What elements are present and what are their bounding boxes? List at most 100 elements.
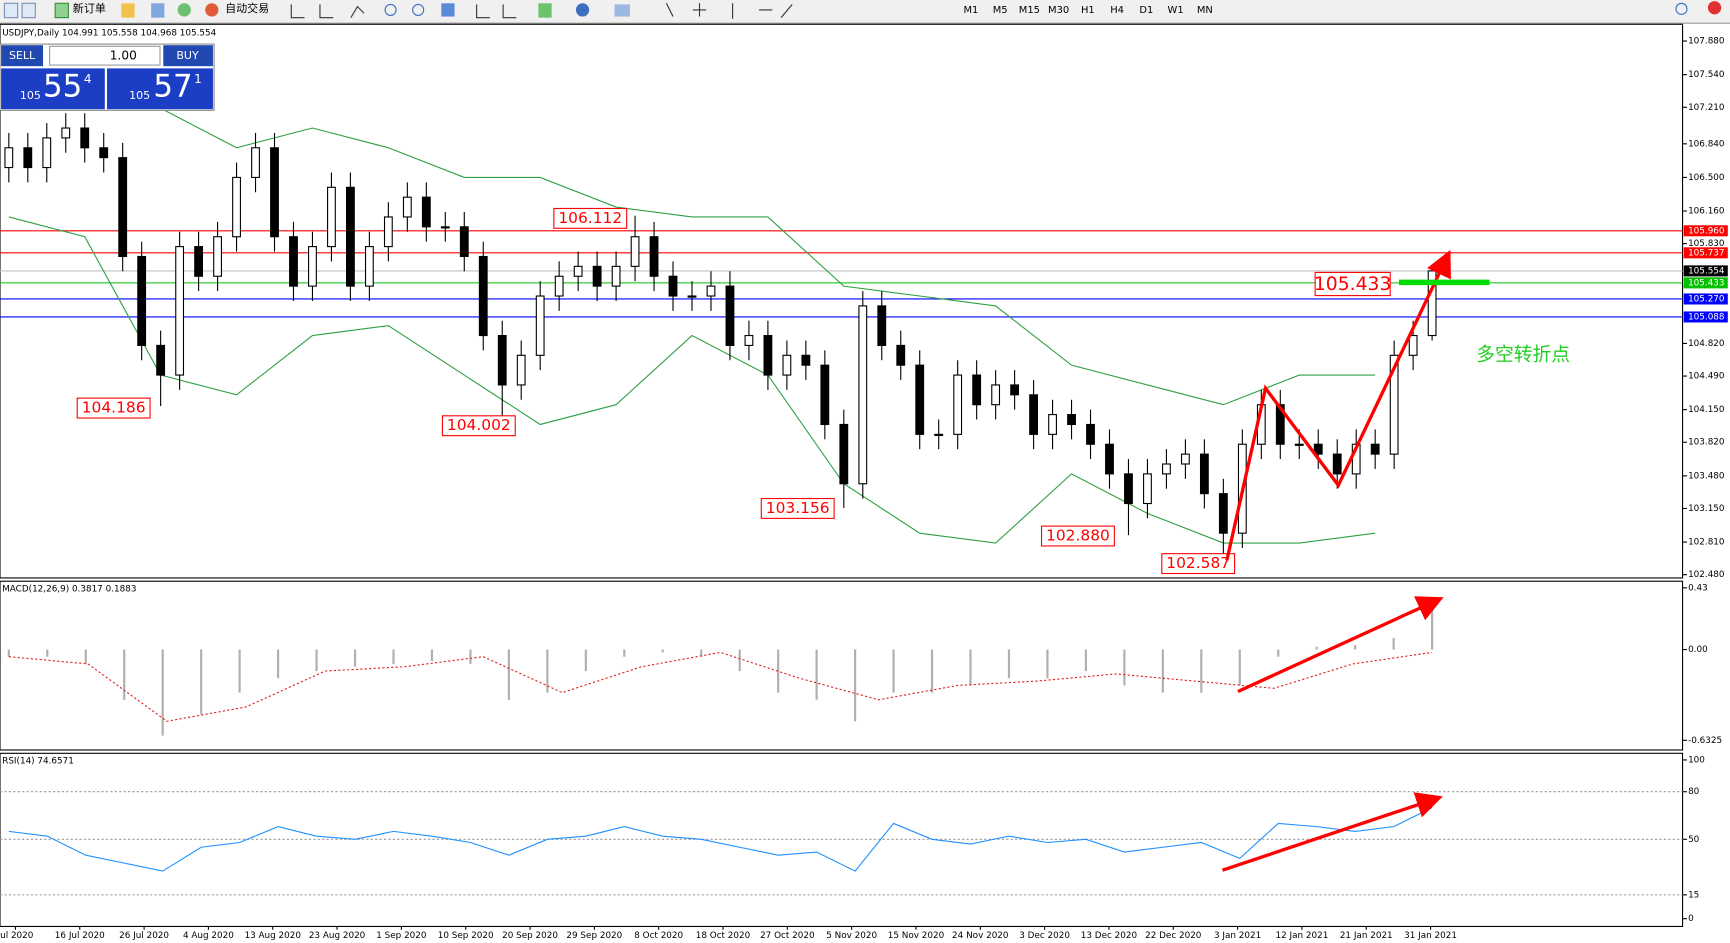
candle-body	[1332, 453, 1342, 475]
x-tick-label: 21 Jan 2021	[1340, 931, 1393, 941]
y-tick-label: 106.160	[1688, 207, 1725, 217]
tool-icons[interactable]	[476, 3, 793, 19]
candle-body	[1010, 384, 1020, 396]
buy-button[interactable]	[163, 45, 213, 67]
buy-label[interactable]: BUY	[176, 49, 199, 62]
candle-body	[630, 236, 640, 267]
timeframe[interactable]: M1	[963, 5, 978, 16]
tile[interactable]	[441, 3, 455, 17]
candle-body	[175, 246, 185, 376]
timeframe[interactable]: M30	[1048, 5, 1069, 16]
candle-body	[782, 354, 792, 376]
candle-body	[611, 265, 621, 287]
tool-icon[interactable]	[151, 3, 165, 18]
y-tick-label: 107.210	[1688, 103, 1725, 113]
tool-icons[interactable]	[290, 4, 365, 19]
timeframe[interactable]: H4	[1110, 5, 1124, 16]
candle-body	[1067, 414, 1076, 426]
tool-icon[interactable]	[121, 3, 135, 18]
price-annotation: 104.186	[82, 399, 146, 417]
candle-body	[213, 236, 222, 277]
zoom-in[interactable]	[384, 3, 397, 16]
macd-title: MACD(12,26,9) 0.3817 0.1883	[2, 584, 136, 594]
x-tick-label: Jul 2020	[0, 931, 34, 941]
rsi-line	[8, 807, 1433, 872]
templates[interactable]	[614, 4, 630, 17]
candle-body	[1199, 453, 1209, 495]
lot-value[interactable]: 1.00	[110, 49, 137, 63]
sell-label[interactable]: SELL	[9, 49, 36, 62]
level-label: 105.433	[1688, 278, 1724, 288]
candle-body	[687, 295, 697, 298]
sell-big: 105	[20, 89, 41, 102]
auto-trading-icon[interactable]	[205, 3, 219, 17]
level-label-bg	[1683, 225, 1728, 237]
buy-price-box[interactable]	[107, 68, 213, 110]
x-tick-label: 8 Oct 2020	[634, 931, 683, 941]
x-tick-label: 10 Sep 2020	[438, 931, 494, 941]
new-order-icon[interactable]	[54, 2, 69, 19]
periods[interactable]	[575, 3, 590, 17]
candle-body	[1218, 493, 1228, 534]
candle-body	[308, 246, 317, 287]
y-tick-label: 102.480	[1688, 570, 1725, 580]
timeframe[interactable]: MN	[1197, 5, 1213, 16]
y-tick-label: 103.480	[1688, 471, 1725, 481]
timeframe[interactable]: D1	[1139, 5, 1153, 16]
indicators[interactable]	[538, 3, 552, 18]
tool-icon[interactable]	[3, 2, 19, 19]
price-annotation-box	[553, 207, 628, 229]
price-annotation: 105.433	[1314, 274, 1392, 295]
notifications[interactable]	[1707, 1, 1722, 15]
candle-body	[421, 196, 431, 228]
candle-body	[459, 226, 469, 258]
candle-body	[839, 423, 849, 485]
candle-body	[346, 186, 355, 287]
timeframe[interactable]: M5	[993, 5, 1008, 16]
x-tick-label: 20 Sep 2020	[502, 931, 558, 941]
tool-icon[interactable]	[21, 2, 36, 19]
sell-price-box[interactable]	[1, 68, 105, 110]
x-tick-label: 3 Dec 2020	[1019, 931, 1070, 941]
macd-arrow	[1237, 596, 1444, 694]
y-tick-label: 102.810	[1688, 538, 1725, 548]
search[interactable]	[1675, 2, 1688, 15]
timeframe[interactable]: M15	[1019, 5, 1040, 16]
candle-body	[440, 226, 450, 229]
sell-button[interactable]	[1, 45, 44, 67]
level-label: 105.960	[1688, 226, 1725, 236]
trend-arrow	[1225, 249, 1451, 561]
candle-body	[270, 147, 279, 238]
level-label: 105.088	[1688, 312, 1724, 322]
candle-body	[156, 344, 166, 376]
candle-body	[61, 127, 71, 139]
candle-body	[23, 147, 33, 169]
toolbar-items: 新订单 自动交易	[3, 1, 1722, 19]
tool-icon[interactable]	[177, 3, 191, 17]
x-tick-label: 26 Jul 2020	[119, 931, 169, 941]
sell-sup: 4	[84, 72, 92, 86]
toolbar	[0, 0, 1730, 24]
candle-body	[327, 186, 336, 248]
chart-header: USDJPY,Daily 104.991 105.558 104.968 105…	[2, 29, 216, 39]
new-order[interactable]: 新订单	[73, 1, 106, 15]
y-tick-label: 107.880	[1688, 37, 1725, 47]
auto-trading[interactable]: 自动交易	[225, 1, 269, 15]
timeframe[interactable]: W1	[1168, 5, 1184, 16]
candle-body	[877, 305, 887, 346]
timeframe[interactable]: H1	[1081, 5, 1095, 16]
candle-body	[915, 364, 925, 435]
candle-body	[972, 374, 982, 406]
lot-field[interactable]	[49, 45, 161, 66]
y-tick-label: 106.840	[1688, 139, 1725, 149]
candle-body	[137, 255, 147, 346]
x-tick-label: 29 Sep 2020	[566, 931, 622, 941]
candle-body	[858, 305, 868, 485]
candle-body	[1294, 443, 1304, 446]
sell-main: 55	[43, 69, 82, 105]
candle-body	[725, 285, 735, 346]
zoom-out[interactable]	[412, 3, 425, 16]
candle-body	[763, 334, 773, 376]
x-tick-label: 13 Dec 2020	[1081, 931, 1138, 941]
